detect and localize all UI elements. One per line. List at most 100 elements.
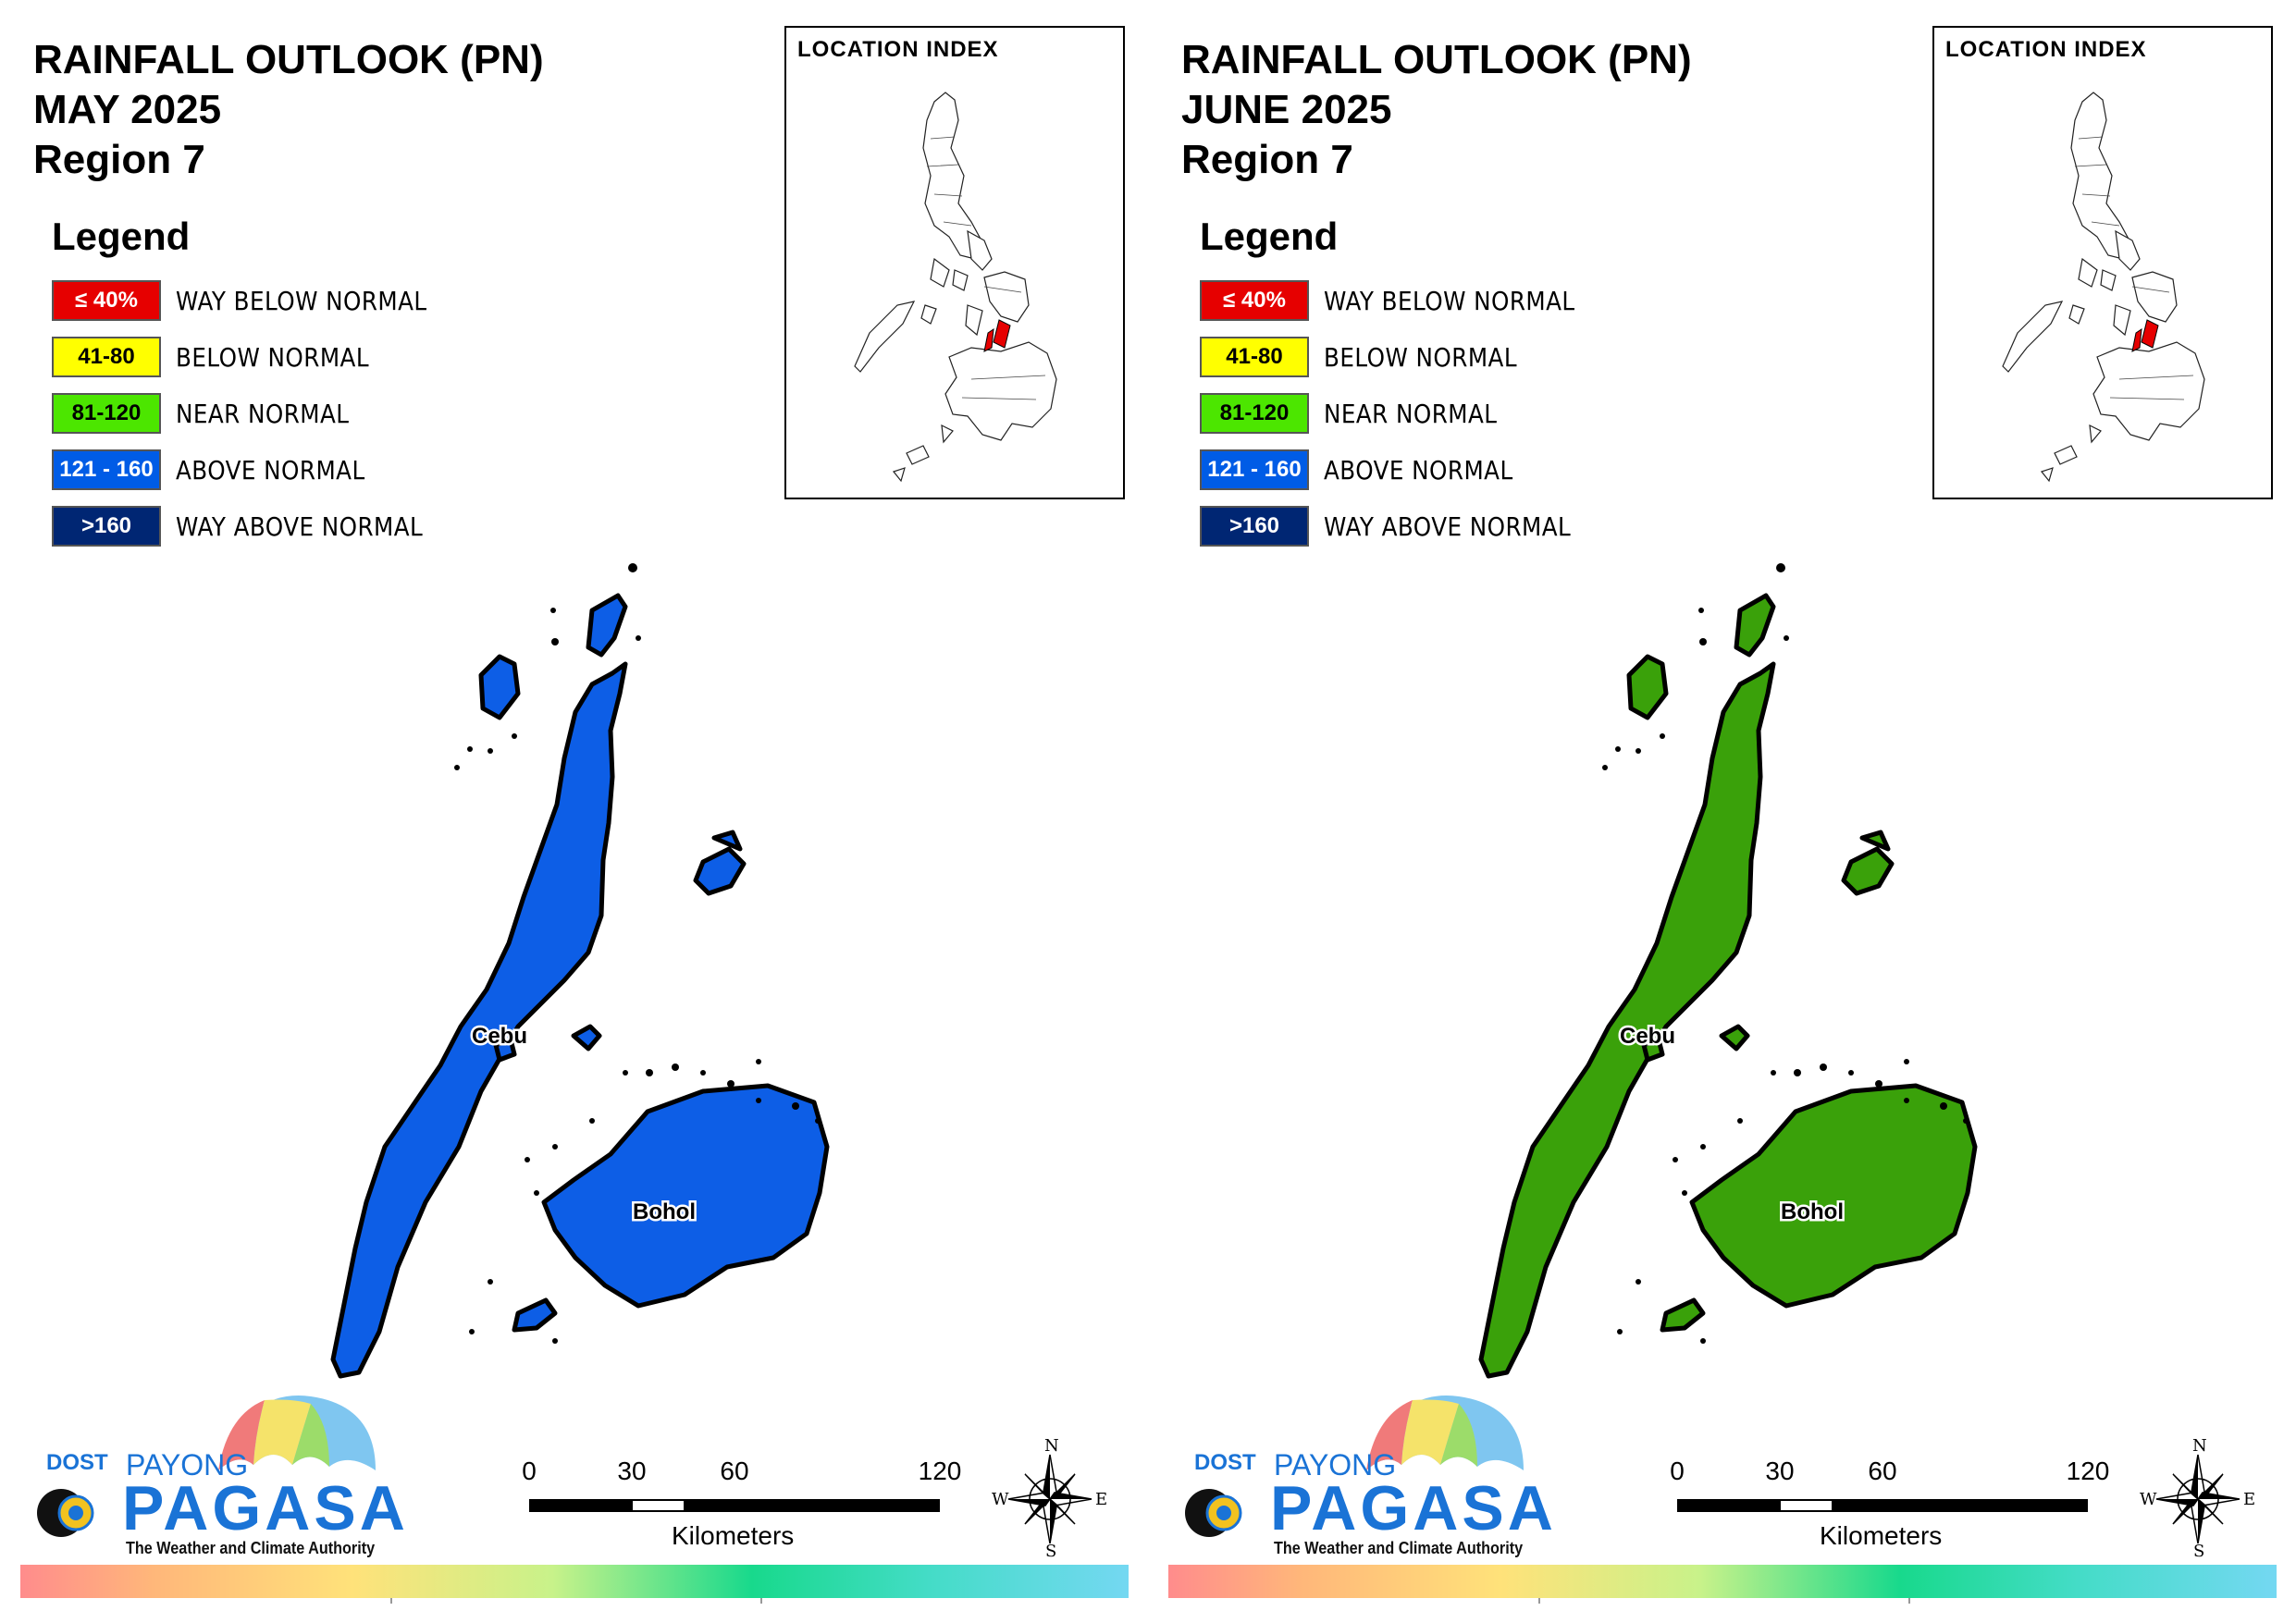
footer-gradient-bar bbox=[1168, 1565, 2277, 1604]
scale-tick-30: 30 bbox=[617, 1457, 647, 1485]
legend-item-way-below-normal: ≤ 40% WAY BELOW NORMAL bbox=[52, 277, 462, 324]
legend-swatch: 121 - 160 bbox=[52, 449, 161, 490]
logo-payong-text: PAYONG bbox=[126, 1448, 249, 1482]
scale-units: Kilometers bbox=[672, 1521, 795, 1550]
legend-label: NEAR NORMAL bbox=[1324, 398, 1498, 429]
outlook-panel-june: RAINFALL OUTLOOK (PN) JUNE 2025 Region 7… bbox=[1148, 0, 2296, 1623]
legend-label: WAY ABOVE NORMAL bbox=[1324, 510, 1572, 542]
cebu-province bbox=[330, 661, 628, 1379]
scale-units: Kilometers bbox=[1820, 1521, 1943, 1550]
scale-tick-0: 0 bbox=[1670, 1457, 1685, 1485]
scale-bar-segments bbox=[1677, 1499, 2088, 1512]
location-index-title: LOCATION INDEX bbox=[1945, 37, 2147, 62]
compass-rose-icon: N E S W bbox=[992, 1438, 1107, 1558]
logo-pagasa-text: PAGASA bbox=[1270, 1473, 1557, 1543]
bantayan-island bbox=[478, 654, 521, 720]
bohol-islet-sw bbox=[1660, 1297, 1706, 1333]
scale-tick-60: 60 bbox=[720, 1457, 749, 1485]
legend-item-way-above-normal: >160 WAY ABOVE NORMAL bbox=[52, 503, 462, 549]
compass-e: E bbox=[2243, 1490, 2255, 1509]
logo-dost-text: DOST bbox=[1194, 1450, 1256, 1475]
panel-title: RAINFALL OUTLOOK (PN) MAY 2025 Region 7 bbox=[33, 35, 544, 185]
location-index-title: LOCATION INDEX bbox=[797, 37, 999, 62]
logo-pagasa-text: PAGASA bbox=[122, 1473, 409, 1543]
mactan-island bbox=[571, 1024, 602, 1051]
legend-item-near-normal: 81-120 NEAR NORMAL bbox=[1200, 390, 1610, 436]
bohol-province bbox=[1689, 1083, 1978, 1309]
map-label-cebu: Cebu bbox=[1620, 1024, 1675, 1049]
northern-cebu-tip bbox=[1734, 593, 1776, 658]
legend: Legend ≤ 40% WAY BELOW NORMAL 41-80 BELO… bbox=[1200, 215, 1610, 559]
panel-title: RAINFALL OUTLOOK (PN) JUNE 2025 Region 7 bbox=[1181, 35, 1692, 185]
umbrella-logo-icon bbox=[37, 1396, 376, 1537]
northern-cebu-tip bbox=[586, 593, 628, 658]
legend-swatch: ≤ 40% bbox=[52, 280, 161, 321]
legend-label: BELOW NORMAL bbox=[176, 341, 369, 373]
legend-item-way-above-normal: >160 WAY ABOVE NORMAL bbox=[1200, 503, 1610, 549]
cebu-province bbox=[1478, 661, 1776, 1379]
legend-swatch: 81-120 bbox=[52, 393, 161, 434]
legend-label: WAY BELOW NORMAL bbox=[1324, 285, 1575, 316]
mactan-island bbox=[1719, 1024, 1750, 1051]
compass-s: S bbox=[1045, 1542, 1056, 1558]
scale-bar: 0 30 60 120 Kilometers bbox=[1670, 1457, 2117, 1558]
region-7-highlight bbox=[983, 319, 1011, 352]
legend-label: ABOVE NORMAL bbox=[176, 454, 365, 486]
title-line-1: RAINFALL OUTLOOK (PN) bbox=[1181, 37, 1692, 82]
outlook-panel-may: RAINFALL OUTLOOK (PN) MAY 2025 Region 7 … bbox=[20, 26, 1129, 1604]
compass-n: N bbox=[1044, 1438, 1059, 1456]
compass-e: E bbox=[1095, 1490, 1107, 1509]
footer-gradient-bar bbox=[20, 1565, 1129, 1604]
legend-label: BELOW NORMAL bbox=[1324, 341, 1517, 373]
bohol-islet-sw bbox=[512, 1297, 558, 1333]
legend-swatch: 121 - 160 bbox=[1200, 449, 1309, 490]
legend-swatch: 81-120 bbox=[1200, 393, 1309, 434]
legend-item-near-normal: 81-120 NEAR NORMAL bbox=[52, 390, 462, 436]
legend-label: NEAR NORMAL bbox=[176, 398, 350, 429]
philippines-index-map bbox=[854, 92, 1057, 483]
compass-w: W bbox=[992, 1490, 1009, 1509]
legend-swatch: ≤ 40% bbox=[1200, 280, 1309, 321]
logo-tagline: The Weather and Climate Authority bbox=[1274, 1539, 1524, 1557]
philippines-index-map bbox=[2002, 92, 2205, 483]
legend-label: ABOVE NORMAL bbox=[1324, 454, 1513, 486]
scale-tick-0: 0 bbox=[522, 1457, 537, 1485]
region-7-map: Cebu Bohol bbox=[330, 563, 830, 1379]
legend-swatch: >160 bbox=[52, 506, 161, 547]
camotes-islands bbox=[1841, 830, 1895, 896]
compass-s: S bbox=[2193, 1542, 2204, 1558]
logo-payong-text: PAYONG bbox=[1274, 1448, 1397, 1482]
compass-n: N bbox=[2192, 1438, 2207, 1456]
siquijor-islet bbox=[1641, 1037, 1665, 1063]
region-7-map: Cebu Bohol bbox=[1478, 563, 1978, 1379]
map-label-bohol: Bohol bbox=[1781, 1199, 1844, 1224]
legend-heading: Legend bbox=[1200, 215, 1339, 258]
region-7-highlight bbox=[2131, 319, 2159, 352]
map-label-bohol: Bohol bbox=[633, 1199, 696, 1224]
logo-tagline: The Weather and Climate Authority bbox=[126, 1539, 376, 1557]
scale-tick-30: 30 bbox=[1765, 1457, 1795, 1485]
scale-tick-60: 60 bbox=[1868, 1457, 1897, 1485]
legend-heading: Legend bbox=[52, 215, 191, 258]
title-line-1: RAINFALL OUTLOOK (PN) bbox=[33, 37, 544, 82]
logo-dost-text: DOST bbox=[46, 1450, 108, 1475]
legend-label: WAY BELOW NORMAL bbox=[176, 285, 427, 316]
scale-bar: 0 30 60 120 Kilometers bbox=[522, 1457, 969, 1558]
pagasa-logo: DOST PAYONG PAGASA The Weather and Clima… bbox=[1181, 1387, 1553, 1568]
legend-item-below-normal: 41-80 BELOW NORMAL bbox=[52, 334, 462, 380]
legend-item-above-normal: 121 - 160 ABOVE NORMAL bbox=[1200, 447, 1610, 493]
legend-swatch: >160 bbox=[1200, 506, 1309, 547]
bantayan-island bbox=[1626, 654, 1669, 720]
title-line-2: JUNE 2025 bbox=[1181, 87, 1392, 132]
compass-rose-icon: N E S W bbox=[2140, 1438, 2255, 1558]
map-label-cebu: Cebu bbox=[472, 1024, 527, 1049]
legend-item-way-below-normal: ≤ 40% WAY BELOW NORMAL bbox=[1200, 277, 1610, 324]
title-line-2: MAY 2025 bbox=[33, 87, 222, 132]
camotes-islands bbox=[693, 830, 747, 896]
siquijor-islet bbox=[493, 1037, 517, 1063]
location-index: LOCATION INDEX bbox=[784, 26, 1125, 499]
legend-swatch: 41-80 bbox=[52, 337, 161, 377]
title-line-3: Region 7 bbox=[33, 137, 205, 182]
bohol-province bbox=[541, 1083, 830, 1309]
compass-w: W bbox=[2140, 1490, 2157, 1509]
